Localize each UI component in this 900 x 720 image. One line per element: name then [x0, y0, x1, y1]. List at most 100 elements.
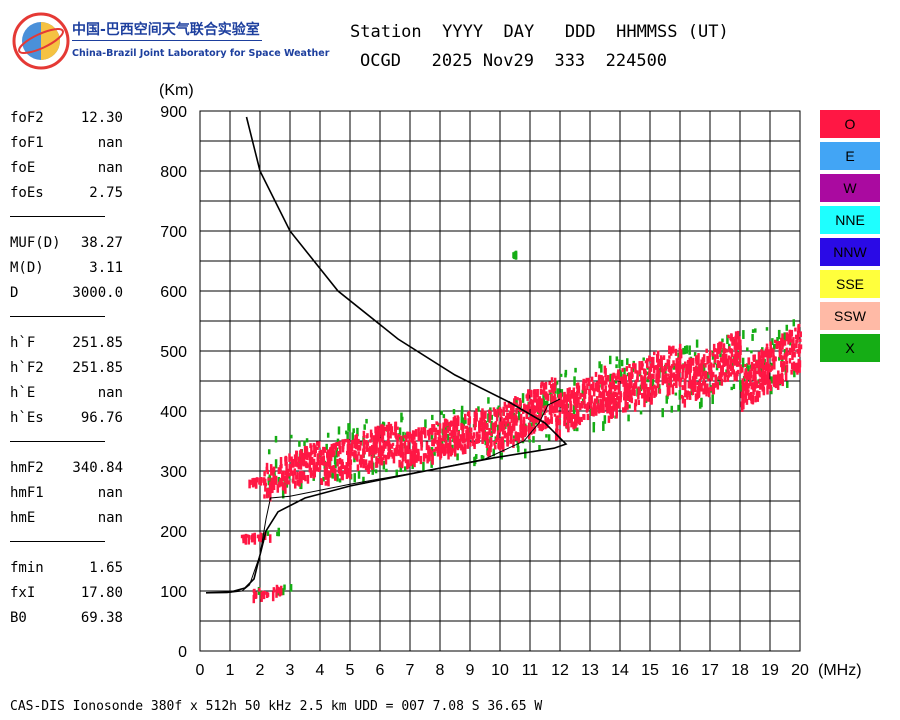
o-echo-point [649, 395, 653, 405]
o-echo-point [480, 411, 483, 420]
o-echo-point [594, 382, 598, 392]
o-echo-point [550, 377, 554, 383]
o-echo-point [384, 426, 387, 432]
o-echo-point [358, 445, 362, 451]
x-tick-label: 17 [701, 662, 719, 679]
o-echo-point [499, 423, 502, 430]
o-echo-point [722, 343, 726, 354]
o-echo-point [299, 450, 302, 458]
o-echo-point [362, 430, 366, 439]
o-echo-point [729, 372, 733, 377]
o-echo-point [320, 456, 324, 466]
o-echo-point [718, 350, 721, 354]
o-echo-point [689, 364, 692, 373]
o-echo-point [583, 400, 586, 409]
o-echo-point [300, 451, 303, 457]
o-echo-point [475, 412, 478, 422]
o-echo-point [677, 357, 680, 361]
o-echo-point [792, 361, 796, 371]
x-echo-point [688, 345, 691, 355]
o-echo-point [525, 410, 528, 420]
y-tick-label: 500 [160, 344, 187, 361]
o-echo-point [450, 430, 453, 439]
o-echo-point [777, 370, 780, 377]
o-echo-point [265, 490, 269, 499]
header-field-values: OCGD 2025 Nov29 333 224500 [360, 51, 668, 71]
x-echo-point [487, 397, 490, 404]
o-echo-point [625, 405, 629, 410]
o-echo-point [335, 442, 339, 447]
o-echo-point [328, 450, 331, 458]
o-echo-point [309, 443, 312, 449]
o-echo-point [265, 591, 269, 599]
x-echo-point [685, 345, 689, 354]
o-echo-point [451, 448, 455, 452]
o-echo-point [508, 429, 511, 436]
o-echo-point [562, 397, 566, 404]
o-echo-point [731, 365, 735, 370]
x-echo-point [492, 448, 496, 457]
o-echo-point [530, 406, 534, 414]
x-echo-point [683, 349, 687, 355]
o-echo-point [299, 464, 303, 470]
o-echo-point [755, 360, 759, 368]
o-echo-point [676, 364, 679, 374]
o-echo-point [452, 426, 456, 434]
o-echo-point [563, 420, 566, 427]
o-echo-point [630, 367, 633, 376]
o-echo-point [428, 446, 431, 456]
o-echo-point [354, 435, 357, 441]
o-echo-point [334, 477, 337, 481]
o-echo-point [637, 400, 641, 406]
o-echo-point [432, 424, 436, 433]
o-echo-point [407, 440, 410, 451]
x-echo-point [440, 410, 443, 415]
o-echo-point [644, 394, 647, 402]
electron-density-profile-line [205, 116, 568, 594]
o-echo-point [778, 351, 782, 358]
x-echo-point [338, 478, 342, 483]
o-echo-point [370, 432, 373, 440]
o-echo-point [323, 449, 327, 453]
o-echo-point [586, 383, 589, 391]
o-echo-point [590, 409, 594, 416]
o-echo-point [331, 445, 334, 455]
x-echo-point [357, 471, 361, 479]
o-echo-point [411, 440, 415, 444]
param-value: 12.30 [80, 110, 123, 126]
o-echo-point [687, 364, 691, 375]
o-echo-point [533, 417, 536, 423]
x-tick-label: 4 [316, 662, 325, 679]
o-echo-point [781, 333, 784, 342]
o-echo-point [624, 374, 628, 379]
o-echo-point [244, 533, 248, 539]
o-echo-point [599, 398, 602, 408]
o-echo-point [599, 404, 603, 413]
o-echo-point [762, 388, 766, 396]
x-echo-point [451, 444, 454, 452]
o-echo-point [764, 367, 768, 372]
x-echo-point [460, 405, 464, 415]
o-echo-point [602, 404, 605, 413]
o-echo-point [725, 348, 728, 353]
o-echo-point [401, 452, 405, 458]
o-echo-point [290, 456, 293, 461]
o-echo-point [345, 468, 348, 473]
o-echo-point [296, 461, 299, 468]
x-echo-point [575, 427, 579, 432]
o-echo-point [774, 374, 778, 382]
x-echo-point [600, 364, 603, 373]
o-echo-point [642, 379, 646, 389]
o-echo-point [648, 366, 651, 370]
x-echo-point [303, 440, 306, 447]
o-echo-point [668, 387, 671, 396]
o-echo-point [672, 360, 675, 367]
o-echo-point [674, 348, 678, 356]
o-echo-point [576, 391, 579, 401]
o-echo-point [284, 484, 287, 494]
o-echo-point [604, 385, 607, 393]
o-echo-point [688, 391, 691, 397]
o-echo-point [628, 363, 631, 368]
param-value: 69.38 [80, 610, 123, 626]
o-echo-point [716, 348, 719, 359]
